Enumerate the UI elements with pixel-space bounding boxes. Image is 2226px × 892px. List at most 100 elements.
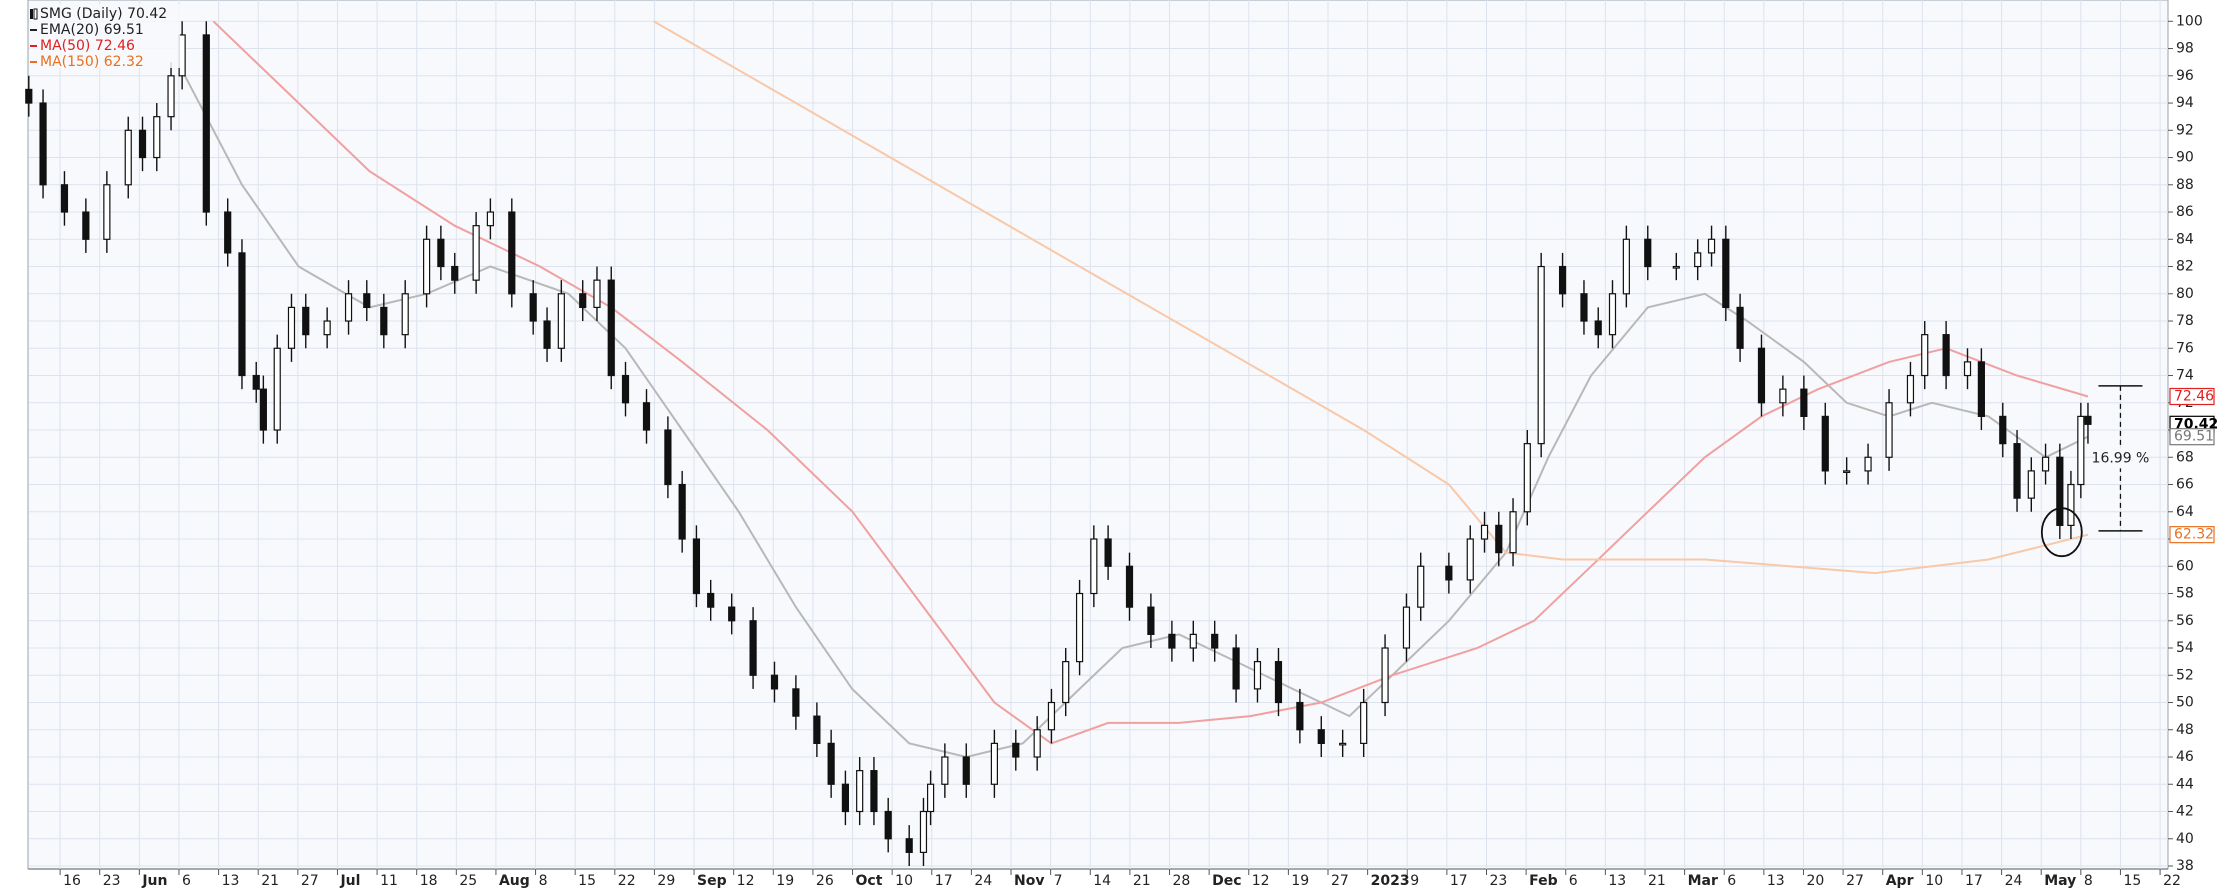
x-tick-label: Aug bbox=[499, 873, 530, 889]
candle-body bbox=[1977, 361, 1985, 418]
candle-body bbox=[870, 770, 878, 813]
candle-body bbox=[707, 592, 715, 608]
candle-body bbox=[224, 211, 232, 254]
candle-body bbox=[1779, 388, 1787, 404]
x-tick-label: 6 bbox=[1569, 873, 1578, 889]
x-tick-label: 17 bbox=[1450, 873, 1468, 889]
candle-body bbox=[1047, 701, 1056, 731]
candle-body bbox=[1736, 306, 1744, 349]
x-tick-label: 13 bbox=[1608, 873, 1626, 889]
candle-body bbox=[1757, 347, 1766, 404]
legend-label: MA(150) 62.32 bbox=[40, 54, 144, 70]
y-tick-label: 58 bbox=[2176, 586, 2194, 602]
candle-body bbox=[1381, 647, 1389, 704]
y-tick-label: 38 bbox=[2176, 858, 2194, 874]
x-tick-label: May bbox=[2044, 873, 2076, 889]
candle-body bbox=[579, 293, 587, 309]
x-tick-label: Nov bbox=[1014, 873, 1044, 889]
candle-body bbox=[2077, 415, 2085, 486]
y-tick-label: 78 bbox=[2176, 313, 2194, 329]
x-tick-label: 24 bbox=[974, 873, 992, 889]
candle-body bbox=[1694, 252, 1702, 268]
candle-body bbox=[2027, 470, 2035, 499]
x-tick-label: 24 bbox=[2005, 873, 2023, 889]
candle-body bbox=[1942, 334, 1950, 377]
x-tick-label: 26 bbox=[816, 873, 834, 889]
candle-body bbox=[238, 252, 246, 377]
candle-body bbox=[1963, 361, 1972, 377]
candle-body bbox=[1921, 334, 1929, 377]
candle-body bbox=[1558, 265, 1567, 295]
candle-body bbox=[1466, 538, 1474, 581]
candle-body bbox=[1125, 565, 1134, 608]
x-tick-label: 15 bbox=[2123, 873, 2141, 889]
y-tick-label: 60 bbox=[2176, 558, 2194, 574]
x-tick-label: 27 bbox=[301, 873, 319, 889]
candle-body bbox=[1821, 415, 1829, 472]
candle-body bbox=[749, 620, 757, 676]
x-tick-label: 9 bbox=[1410, 873, 1419, 889]
y-tick-label: 80 bbox=[2176, 286, 2194, 302]
candle-body bbox=[664, 429, 672, 486]
candle-body bbox=[178, 34, 186, 77]
x-tick-label: 12 bbox=[737, 873, 755, 889]
x-tick-label: 27 bbox=[1846, 873, 1864, 889]
x-tick-label: Dec bbox=[1212, 873, 1241, 889]
x-tick-label: 23 bbox=[103, 873, 121, 889]
x-tick-label: 10 bbox=[895, 873, 913, 889]
candle-body bbox=[1445, 565, 1453, 581]
candle-body bbox=[1580, 293, 1588, 322]
x-tick-label: Jul bbox=[339, 873, 360, 889]
legend-bg bbox=[30, 4, 180, 68]
x-tick-label: 8 bbox=[539, 873, 548, 889]
candle-body bbox=[273, 347, 281, 431]
candle-body bbox=[153, 116, 161, 159]
candle-body bbox=[1211, 633, 1219, 649]
x-tick-label: 13 bbox=[1767, 873, 1785, 889]
y-tick-label: 42 bbox=[2176, 804, 2194, 820]
highlight-circle bbox=[2040, 507, 2083, 558]
y-tick-label: 56 bbox=[2176, 613, 2194, 629]
legend-swatch bbox=[33, 8, 38, 20]
candle-body bbox=[841, 783, 850, 813]
candle-body bbox=[813, 715, 821, 744]
candle-body bbox=[1033, 729, 1041, 758]
price-tag-label: 62.32 bbox=[2174, 527, 2214, 543]
price-tag-label: 72.46 bbox=[2174, 389, 2214, 405]
candle-body bbox=[1999, 415, 2007, 445]
x-tick-label: 10 bbox=[1925, 873, 1943, 889]
y-tick-label: 46 bbox=[2176, 749, 2194, 765]
ma-line bbox=[184, 75, 2089, 759]
x-tick-label: 11 bbox=[380, 873, 398, 889]
candle-body bbox=[1864, 456, 1872, 472]
candle-body bbox=[323, 320, 331, 336]
candle-body bbox=[1622, 238, 1630, 295]
x-tick-label: 28 bbox=[1173, 873, 1191, 889]
candle-body bbox=[1417, 565, 1425, 608]
legend-swatch bbox=[30, 9, 33, 19]
candle-body bbox=[1339, 742, 1347, 746]
candle-body bbox=[1062, 661, 1070, 704]
candle-body bbox=[486, 211, 494, 227]
candle-body bbox=[167, 75, 175, 118]
candle-body bbox=[1843, 470, 1851, 473]
candle-body bbox=[252, 374, 260, 390]
candle-body bbox=[1189, 633, 1197, 649]
price-tag bbox=[2169, 428, 2215, 446]
candle-body bbox=[962, 756, 970, 785]
candle-body bbox=[1253, 661, 1262, 690]
candle-body bbox=[472, 225, 480, 281]
candle-body bbox=[2041, 456, 2050, 472]
x-tick-label: 22 bbox=[2163, 873, 2181, 889]
y-tick-label: 94 bbox=[2176, 95, 2194, 111]
x-tick-label: 18 bbox=[420, 873, 438, 889]
candle-body bbox=[1707, 238, 1716, 254]
x-tick-label: 20 bbox=[1806, 873, 1824, 889]
y-tick-label: 90 bbox=[2176, 150, 2194, 166]
x-tick-label: 21 bbox=[261, 873, 279, 889]
y-tick-label: 100 bbox=[2176, 13, 2203, 29]
candle-body bbox=[2056, 456, 2064, 526]
ma-line bbox=[212, 20, 2089, 745]
candle-body bbox=[1296, 701, 1304, 731]
